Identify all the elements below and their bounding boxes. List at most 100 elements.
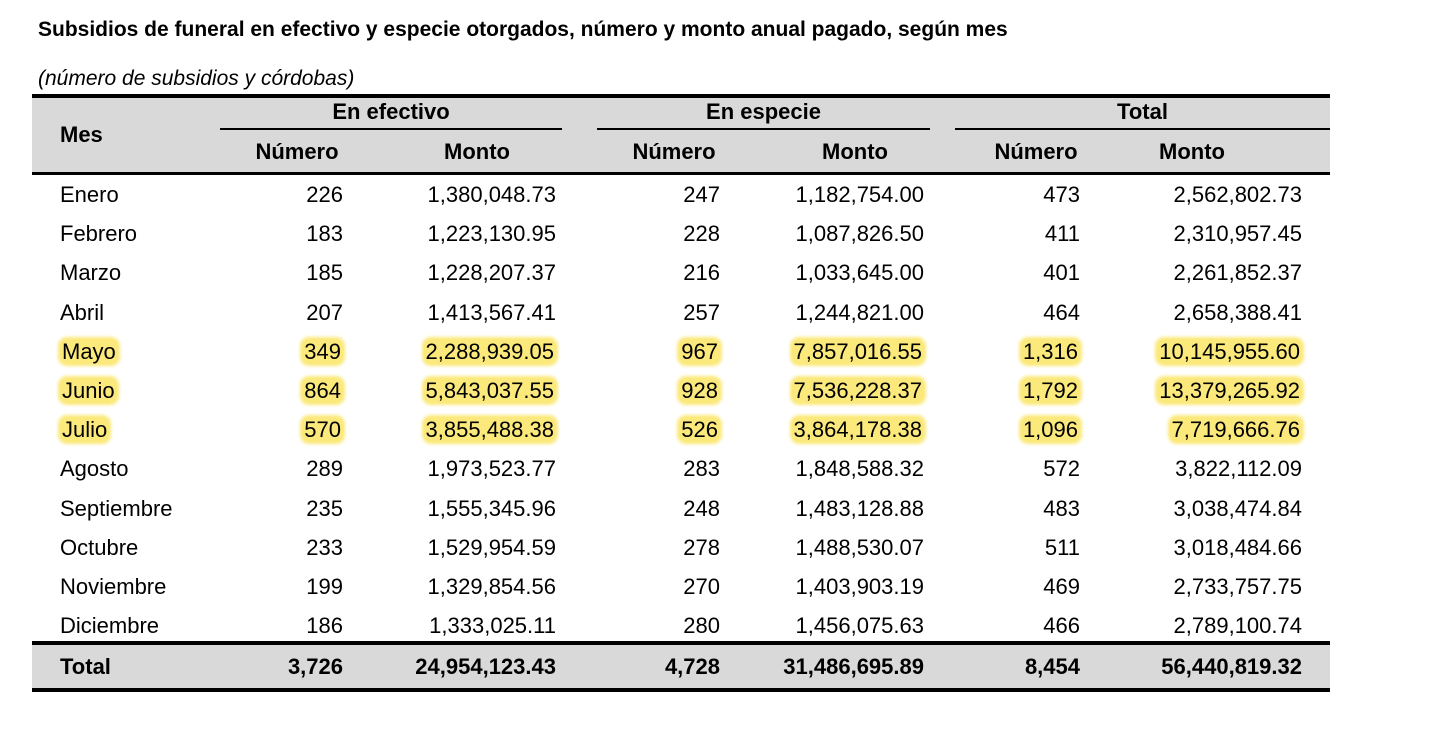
cell-es-num: 248	[620, 496, 720, 522]
cell-ef-monto: 1,529,954.59	[362, 535, 556, 561]
cell-value: 289	[306, 456, 343, 482]
cell-value: 401	[1043, 260, 1080, 286]
cell-ef-num: 289	[243, 456, 343, 482]
table-row: Mayo 349 2,288,939.05 967 7,857,016.55 1,316 1…	[32, 338, 1330, 378]
cell-es-num: 228	[620, 221, 720, 247]
cell-ef-num: 226	[243, 182, 343, 208]
cell-value: 1,848,588.32	[795, 456, 924, 482]
total-t-num: 8,454	[1024, 654, 1080, 679]
cell-t-num: 401	[980, 260, 1080, 286]
cell-value: 270	[683, 574, 720, 599]
cell-value: Enero	[60, 182, 119, 207]
cell-t-monto: 7,719,666.76	[1092, 417, 1302, 443]
cell-value: 1,333,025.11	[429, 613, 556, 639]
cell-value: Octubre	[60, 534, 139, 560]
cell-value: 483	[1043, 495, 1080, 521]
cell-value: 3,855,488.38	[423, 417, 556, 443]
cell-value: 2,310,957.45	[1173, 221, 1302, 247]
cell-value: 3,018,484.66	[1173, 534, 1302, 560]
top-rule	[32, 94, 1330, 98]
cell-t-monto: 10,145,955.60	[1092, 338, 1302, 365]
cell-value: Julio	[60, 417, 110, 443]
header-t-numero: Número	[994, 139, 1078, 164]
cell-value: Junio	[60, 378, 117, 403]
total-ef-num: 3,726	[287, 654, 343, 679]
cell-value: 7,857,016.55	[791, 338, 924, 364]
cell-mes: Agosto	[60, 456, 129, 482]
total-background	[32, 645, 1330, 688]
cell-value: 10,145,955.60	[1157, 338, 1302, 364]
cell-value: Marzo	[60, 260, 122, 286]
cell-value: 13,379,265.92	[1157, 378, 1302, 403]
cell-value: 257	[683, 299, 720, 325]
cell-value: Diciembre	[60, 613, 160, 639]
cell-value: 1,555,345.96	[427, 495, 556, 521]
group-underline-especie	[597, 128, 930, 130]
cell-value: 1,228,207.37	[427, 260, 556, 286]
cell-t-monto: 3,822,112.09	[1092, 456, 1302, 482]
cell-value: 511	[1044, 534, 1080, 560]
total-ef-monto: 24,954,123.43	[415, 654, 556, 679]
cell-ef-num: 235	[243, 496, 343, 522]
cell-t-num: 473	[980, 182, 1080, 208]
cell-t-num: 1,096	[980, 417, 1080, 443]
cell-es-monto: 1,488,530.07	[732, 535, 924, 561]
cell-value: 1,096	[1020, 417, 1080, 443]
cell-ef-monto: 1,380,048.73	[362, 182, 556, 208]
cell-value: 207	[306, 299, 343, 325]
cell-value: 864	[302, 378, 343, 403]
cell-es-monto: 1,182,754.00	[732, 182, 924, 208]
cell-value: 1,403,903.19	[795, 574, 924, 599]
cell-t-monto: 13,379,265.92	[1092, 378, 1302, 404]
cell-t-monto: 2,261,852.37	[1092, 260, 1302, 286]
cell-value: 185	[306, 260, 343, 286]
cell-es-num: 216	[620, 260, 720, 286]
cell-t-monto: 3,038,474.84	[1092, 496, 1302, 522]
cell-value: 1,244,821.00	[795, 299, 924, 325]
cell-t-monto: 2,789,100.74	[1092, 613, 1302, 639]
cell-es-num: 928	[620, 378, 720, 404]
header-ef-monto: Monto	[444, 139, 510, 164]
cell-value: 3,822,112.09	[1175, 456, 1302, 482]
cell-mes: Enero	[60, 182, 119, 208]
cell-t-monto: 2,310,957.45	[1092, 221, 1302, 247]
cell-value: 1,529,954.59	[427, 534, 556, 560]
cell-value: 466	[1043, 613, 1080, 639]
cell-value: 473	[1043, 182, 1080, 207]
cell-value: 283	[683, 456, 720, 482]
cell-mes: Noviembre	[60, 574, 166, 600]
cell-value: 572	[1043, 456, 1080, 482]
cell-ef-monto: 1,329,854.56	[362, 574, 556, 600]
cell-mes: Junio	[60, 378, 117, 404]
cell-value: 1,329,854.56	[427, 574, 556, 599]
cell-value: 1,380,048.73	[427, 182, 556, 207]
cell-value: 570	[302, 417, 343, 443]
cell-value: 235	[306, 495, 343, 521]
cell-value: 5,843,037.55	[423, 378, 556, 403]
header-es-monto: Monto	[822, 139, 888, 164]
cell-value: 228	[683, 221, 720, 247]
cell-value: 526	[679, 417, 720, 443]
cell-value: 186	[306, 613, 343, 639]
header-group-total: Total	[1117, 99, 1168, 124]
cell-t-num: 411	[980, 221, 1080, 247]
cell-value: 280	[683, 613, 720, 639]
cell-mes: Julio	[60, 417, 110, 443]
cell-t-monto: 3,018,484.66	[1092, 535, 1302, 561]
cell-value: 967	[679, 338, 720, 364]
cell-es-monto: 1,483,128.88	[732, 496, 924, 522]
cell-mes: Octubre	[60, 535, 138, 561]
cell-es-monto: 7,536,228.37	[732, 378, 924, 404]
cell-value: 199	[306, 574, 343, 599]
cell-value: 928	[679, 378, 720, 403]
cell-mes: Mayo	[60, 338, 118, 365]
cell-es-monto: 1,403,903.19	[732, 574, 924, 600]
cell-t-num: 1,316	[980, 338, 1080, 365]
total-t-monto: 56,440,819.32	[1161, 654, 1302, 679]
cell-t-num: 469	[980, 574, 1080, 600]
cell-value: 3,864,178.38	[791, 417, 924, 443]
cell-t-num: 464	[980, 300, 1080, 326]
cell-value: 7,536,228.37	[791, 378, 924, 403]
cell-es-monto: 3,864,178.38	[732, 417, 924, 443]
cell-ef-monto: 1,333,025.11	[362, 613, 556, 639]
